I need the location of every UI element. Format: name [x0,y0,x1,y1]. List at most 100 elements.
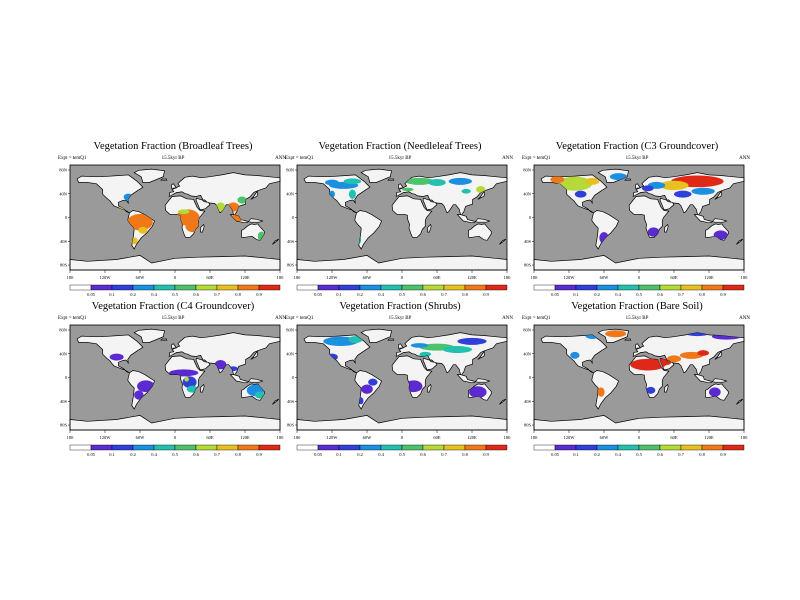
colorbar-label: 0.8 [462,452,468,457]
field-patch [457,337,487,345]
map: 180 120W 60W 0 60E 120E 180 80N 40N 0 40S 80S [59,324,285,440]
colorbar-swatch [533,444,556,451]
field-patch [641,185,654,192]
panel-c4: Vegetation Fraction (C4 Groundcover) Exp… [58,301,288,471]
newzealand-landmass [272,398,280,405]
colorbar-swatch [722,284,745,291]
lat-tick-label: 80N [523,168,532,173]
colorbar-swatch [195,284,218,291]
field-patch [646,386,656,394]
colorbar-label: 0.05 [551,452,560,457]
field-patch [570,351,580,359]
field-patch [177,209,190,214]
panel-shrubs: Vegetation Fraction (Shrubs) Expt = temQ… [285,301,515,471]
colorbar-swatch [258,444,281,451]
lon-tick-label: 120W [100,435,112,440]
uk-landmass [171,343,177,349]
lon-tick-label: 180 [277,435,285,440]
indonesia-landmass [456,214,491,224]
experiment-label: Expt = temQ1 [285,156,314,161]
greenland-landmass [133,168,165,183]
lon-tick-label: 60E [433,275,441,280]
colorbar-swatch [464,444,487,451]
colorbar-swatch [380,444,403,451]
arabia-landmass [659,197,675,211]
southAmerica-landmass [591,370,620,410]
colorbar-label: 0.2 [357,292,363,297]
field-patch [109,353,124,361]
lon-tick-label: 60W [363,435,373,440]
iceland-landmass [624,178,632,181]
arabia-landmass [422,357,438,371]
colorbar: 0.05 0.1 0.2 0.4 0.5 0.6 0.7 0.8 0.9 [296,284,508,297]
field-patch [134,390,144,400]
vegetation-field [325,177,486,245]
field-patch [358,397,364,405]
colorbar-label: 0.4 [615,452,621,457]
lat-tick-label: 0 [292,375,295,380]
greenland-landmass [360,328,392,343]
season-label: ANN [502,316,513,321]
lat-tick-label: 40N [286,191,295,196]
field-patch [585,177,600,185]
colorbar-label: 0.7 [214,292,220,297]
map: 180 120W 60W 0 60E 120E 180 80N 40N 0 40S 80S [523,324,748,440]
colorbar-swatch [359,284,382,291]
colorbar-label: 0.1 [573,292,579,297]
colorbar-label: 0.9 [483,452,489,457]
madagascar-landmass [200,383,205,393]
field-patch [348,336,363,344]
colorbar: 0.05 0.1 0.2 0.4 0.5 0.6 0.7 0.8 0.9 [296,444,508,457]
lat-tick-label: 80N [59,168,68,173]
field-patch [428,179,446,186]
lat-tick-label: 0 [529,215,532,220]
lat-tick-label: 40N [523,351,532,356]
uk-landmass [635,343,641,349]
japan-landmass [714,190,723,200]
uk-landmass [171,183,177,189]
colorbar-swatch [153,444,176,451]
colorbar-swatch [216,284,239,291]
lon-tick-label: 0 [401,435,404,440]
iceland-landmass [160,338,168,341]
field-patch [469,386,487,398]
field-patch [448,177,472,185]
lon-tick-label: 60W [136,275,146,280]
field-patch [402,187,414,192]
field-patch [667,355,681,363]
field-patch [697,350,709,356]
field-patch [169,369,199,377]
field-patch [653,358,672,366]
newzealand-landmass [736,398,744,405]
field-patch [442,346,472,353]
colorbar-label: 0.8 [699,292,705,297]
colorbar-label: 0.7 [678,292,684,297]
colorbar-label: 0.7 [214,452,220,457]
madagascar-landmass [427,383,432,393]
colorbar-swatch [617,284,640,291]
colorbar-label: 0.5 [636,292,642,297]
colorbar-swatch [296,444,319,451]
colorbar-swatch [216,444,239,451]
colorbar-label: 0.2 [130,292,136,297]
field-patch [691,187,715,195]
iceland-landmass [160,178,168,181]
eurasia-landmass [168,332,281,377]
field-patch [709,387,721,397]
lon-tick-label: 180 [531,275,539,280]
madagascar-landmass [427,223,432,233]
iceland-landmass [387,178,395,181]
newzealand-landmass [499,398,507,405]
field-patch [127,214,153,231]
colorbar-label: 0.7 [441,292,447,297]
colorbar-swatch [153,284,176,291]
colorbar-swatch [554,444,577,451]
greenland-landmass [360,168,392,183]
lat-tick-label: 80S [60,423,68,428]
colorbar-label: 0.05 [314,292,323,297]
panel-title: Vegetation Fraction (Shrubs) [339,301,461,312]
lon-tick-label: 60E [670,275,678,280]
colorbar: 0.05 0.1 0.2 0.4 0.5 0.6 0.7 0.8 0.9 [69,284,281,297]
field-patch [237,196,247,204]
lon-tick-label: 180 [277,275,285,280]
